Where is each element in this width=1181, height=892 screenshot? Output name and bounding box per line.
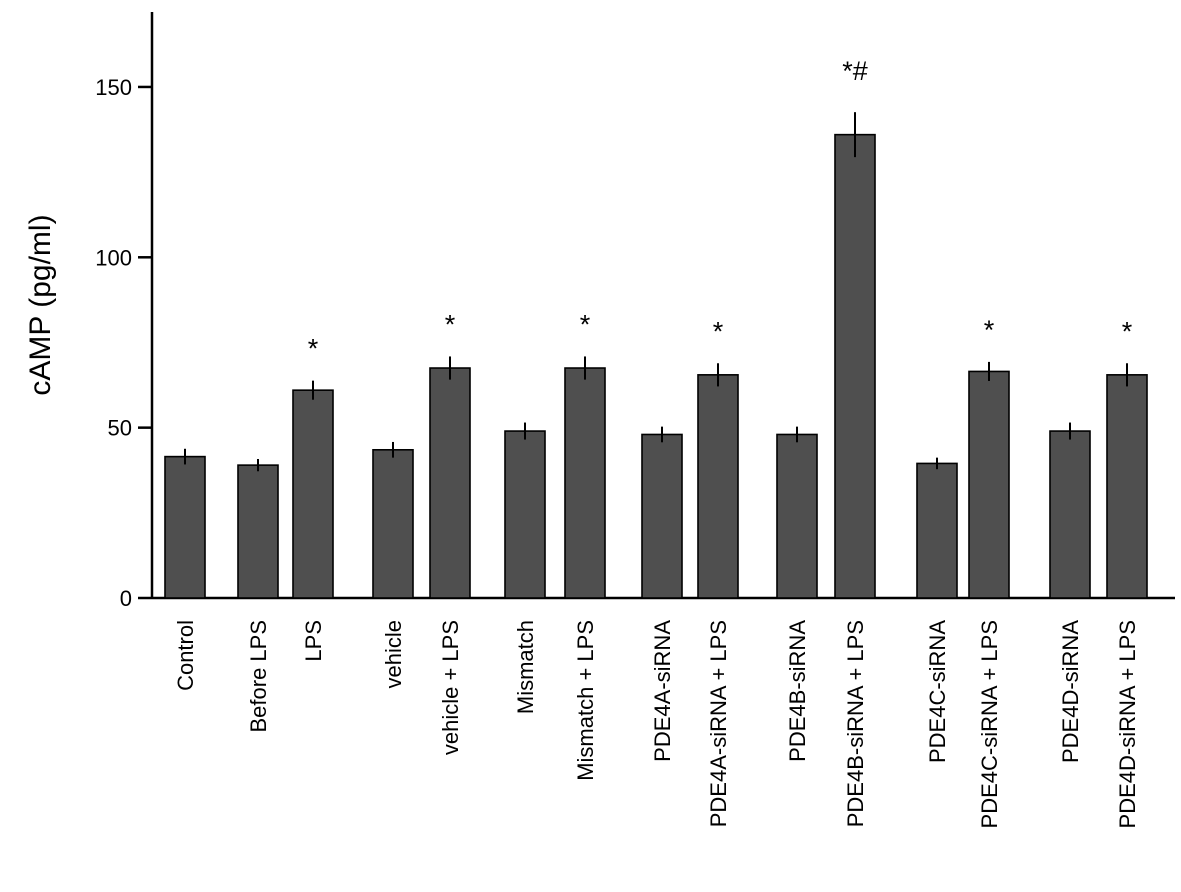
category-label: vehicle	[381, 620, 406, 688]
significance-marker: *	[308, 334, 319, 364]
category-label: Mismatch	[513, 620, 538, 714]
significance-marker: *	[984, 315, 995, 345]
significance-marker: *	[713, 316, 724, 346]
bar	[697, 374, 739, 599]
category-label: Control	[173, 620, 198, 691]
bar	[164, 455, 206, 599]
significance-marker: *	[1122, 316, 1133, 346]
category-labels: Control Before LPS LPS vehicle vehicle + LPS…	[173, 620, 1140, 829]
category-label: vehicle + LPS	[438, 620, 463, 755]
y-tick-label: 50	[108, 416, 132, 441]
bar	[372, 448, 414, 599]
category-label: PDE4C-siRNA + LPS	[977, 620, 1002, 828]
bar	[237, 464, 279, 599]
bar	[429, 367, 471, 599]
category-label: PDE4D-siRNA	[1058, 620, 1083, 763]
bar	[776, 433, 818, 599]
bar	[1049, 430, 1091, 599]
y-tick-label: 0	[120, 586, 132, 611]
bar	[916, 462, 958, 599]
bars-layer: * * * * *# * *	[164, 56, 1148, 599]
y-tick-label: 150	[95, 75, 132, 100]
category-label: PDE4B-siRNA + LPS	[843, 620, 868, 827]
significance-marker: *	[580, 309, 591, 339]
bar	[641, 433, 683, 599]
category-label: Before LPS	[246, 620, 271, 733]
significance-marker: *#	[842, 56, 868, 86]
category-label: PDE4C-siRNA	[925, 620, 950, 763]
bar	[504, 430, 546, 599]
bar	[564, 367, 606, 599]
bar	[968, 370, 1010, 599]
category-label: PDE4A-siRNA	[650, 620, 675, 762]
category-label: PDE4B-siRNA	[785, 620, 810, 762]
bar	[1106, 374, 1148, 599]
category-label: PDE4A-siRNA + LPS	[706, 620, 731, 827]
y-tick-label: 100	[95, 245, 132, 270]
category-label: LPS	[301, 620, 326, 662]
y-axis-ticks: 0 50 100 150	[95, 75, 152, 611]
category-label: Mismatch + LPS	[573, 620, 598, 781]
significance-marker: *	[445, 309, 456, 339]
y-axis-title: cAMP (pg/ml)	[24, 214, 57, 395]
category-label: PDE4D-siRNA + LPS	[1115, 620, 1140, 828]
bar	[292, 389, 334, 599]
bar	[834, 133, 876, 599]
